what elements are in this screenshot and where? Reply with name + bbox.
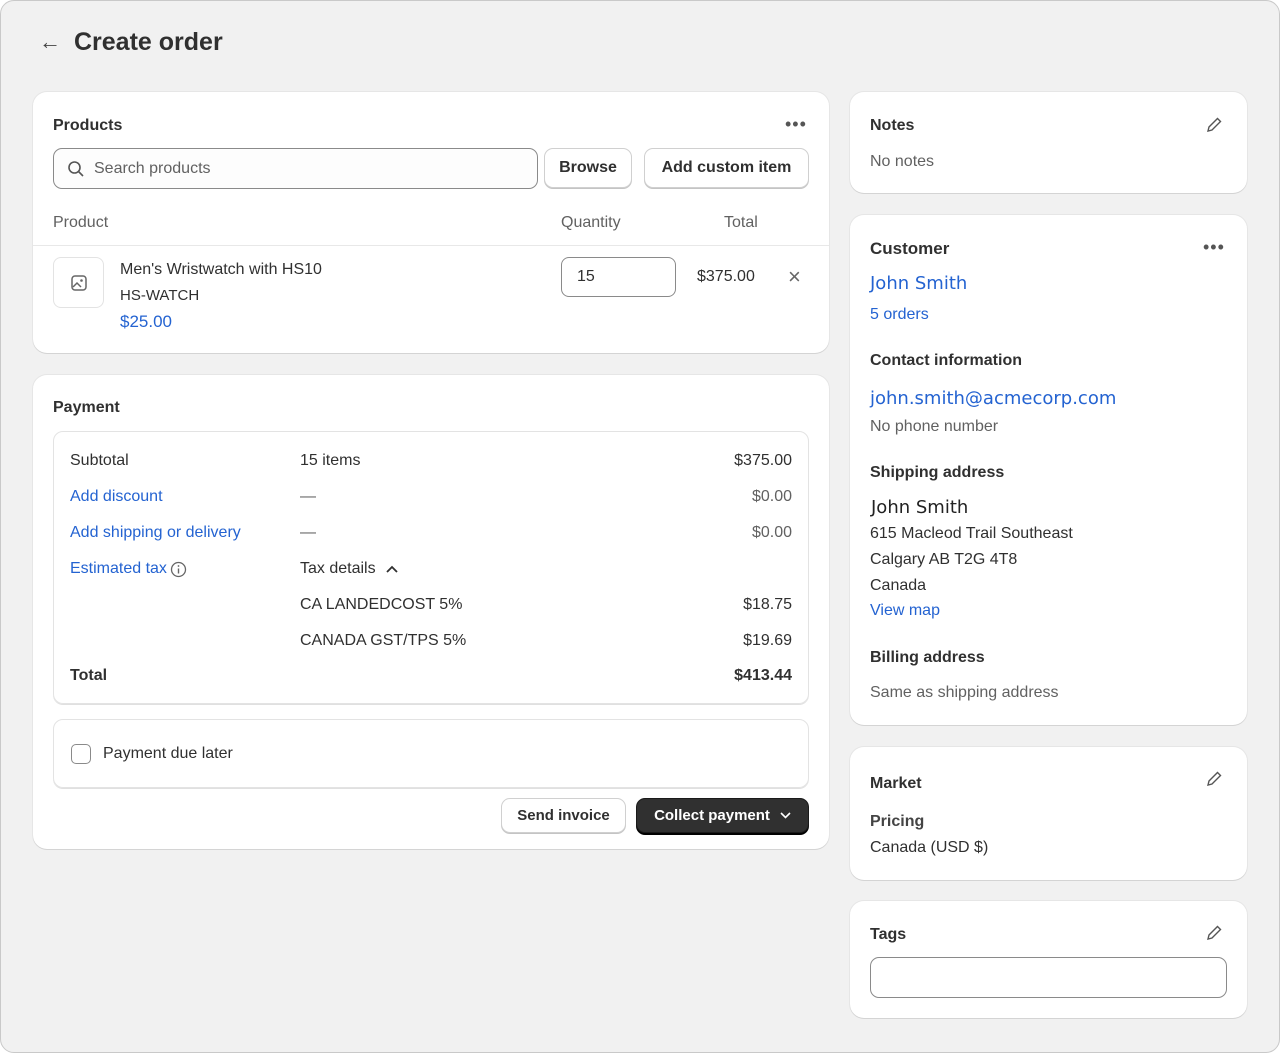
quantity-input[interactable]	[561, 257, 676, 297]
notes-card: Notes No notes	[850, 92, 1247, 193]
market-card: Market Pricing Canada (USD $)	[850, 747, 1247, 880]
tax-line-name: CANADA GST/TPS 5%	[300, 632, 467, 649]
tax-line-value: $18.75	[743, 596, 792, 613]
customer-email-link[interactable]: john.smith@acmecorp.com	[870, 388, 1117, 409]
collect-payment-button[interactable]: Collect payment	[636, 798, 809, 833]
customer-phone: No phone number	[870, 418, 999, 435]
product-price: $25.00	[120, 312, 172, 331]
subtotal-items: 15 items	[300, 452, 361, 469]
product-image-placeholder	[53, 257, 104, 308]
add-custom-item-button[interactable]: Add custom item	[644, 148, 809, 188]
subtotal-value: $375.00	[734, 452, 792, 469]
payment-card: Payment Subtotal 15 items $375.00 Add di…	[33, 375, 829, 849]
edit-pencil-icon[interactable]	[1205, 924, 1223, 942]
search-products-input[interactable]: Search products	[53, 148, 538, 189]
add-discount-link[interactable]: Add discount	[70, 488, 163, 505]
customer-card: Customer ••• John Smith 5 orders Contact…	[850, 215, 1247, 725]
shipping-value: $0.00	[751, 524, 792, 541]
pricing-value: Canada (USD $)	[870, 839, 989, 856]
column-header-total: Total	[724, 214, 758, 231]
pricing-label: Pricing	[870, 813, 925, 830]
collect-payment-label: Collect payment	[654, 807, 770, 824]
shipping-address-title: Shipping address	[870, 464, 1005, 481]
edit-pencil-icon[interactable]	[1205, 770, 1223, 788]
more-actions-icon[interactable]: •••	[785, 114, 807, 134]
products-card: Products ••• Search products Browse Add …	[33, 92, 829, 353]
payment-summary: Subtotal 15 items $375.00 Add discount —…	[53, 431, 809, 704]
remove-item-close-icon[interactable]: ×	[788, 264, 801, 289]
payment-due-later-label: Payment due later	[103, 745, 233, 762]
total-label: Total	[70, 667, 108, 684]
product-sku: HS-WATCH	[120, 287, 200, 304]
product-line-total: $375.00	[697, 268, 755, 285]
products-title: Products	[53, 117, 123, 134]
page-title: Create order	[74, 28, 223, 56]
chevron-down-icon	[780, 812, 791, 819]
market-title: Market	[870, 775, 922, 792]
edit-pencil-icon[interactable]	[1205, 116, 1223, 134]
customer-title: Customer	[870, 239, 950, 258]
payment-due-later-checkbox[interactable]	[71, 744, 91, 764]
tax-line-name: CA LANDEDCOST 5%	[300, 596, 463, 613]
tax-details-toggle[interactable]: Tax details	[300, 560, 398, 578]
send-invoice-button[interactable]: Send invoice	[501, 798, 626, 833]
billing-address-text: Same as shipping address	[870, 684, 1059, 701]
tags-title: Tags	[870, 926, 907, 943]
arrow-left-icon[interactable]: ←	[39, 29, 61, 54]
discount-value: $0.00	[751, 488, 792, 505]
divider	[33, 245, 829, 246]
shipping-dash: —	[300, 524, 316, 541]
product-name[interactable]: Men's Wristwatch with HS10	[120, 261, 322, 278]
subtotal-label: Subtotal	[70, 452, 129, 469]
payment-due-later-box: Payment due later	[53, 719, 809, 788]
chevron-up-icon	[385, 565, 398, 573]
column-header-product: Product	[53, 214, 109, 231]
estimated-tax[interactable]: Estimated tax	[70, 560, 187, 578]
estimated-tax-label: Estimated tax	[70, 560, 167, 577]
discount-dash: —	[300, 488, 316, 505]
more-actions-icon[interactable]: •••	[1203, 237, 1225, 257]
column-header-quantity: Quantity	[561, 214, 621, 231]
shipping-country: Canada	[870, 577, 927, 594]
info-icon[interactable]	[170, 561, 187, 578]
browse-button[interactable]: Browse	[544, 148, 632, 188]
total-value: $413.44	[734, 667, 792, 684]
payment-title: Payment	[53, 399, 120, 416]
shipping-line1: 615 Macleod Trail Southeast	[870, 525, 1073, 542]
search-icon	[68, 161, 84, 177]
customer-orders-link[interactable]: 5 orders	[870, 306, 929, 323]
shipping-line2: Calgary AB T2G 4T8	[870, 551, 1018, 568]
shipping-name: John Smith	[871, 497, 969, 518]
customer-name-link[interactable]: John Smith	[870, 273, 968, 294]
add-shipping-link[interactable]: Add shipping or delivery	[70, 524, 241, 541]
notes-text: No notes	[870, 153, 935, 170]
image-icon	[71, 275, 87, 291]
tax-details-label: Tax details	[300, 560, 376, 577]
contact-information-title: Contact information	[870, 352, 1022, 369]
tax-line-value: $19.69	[743, 632, 792, 649]
billing-address-title: Billing address	[870, 649, 985, 666]
notes-title: Notes	[870, 117, 915, 134]
search-placeholder: Search products	[94, 160, 211, 177]
view-map-link[interactable]: View map	[870, 602, 940, 619]
tags-input[interactable]	[870, 957, 1227, 998]
tags-card: Tags	[850, 901, 1247, 1018]
